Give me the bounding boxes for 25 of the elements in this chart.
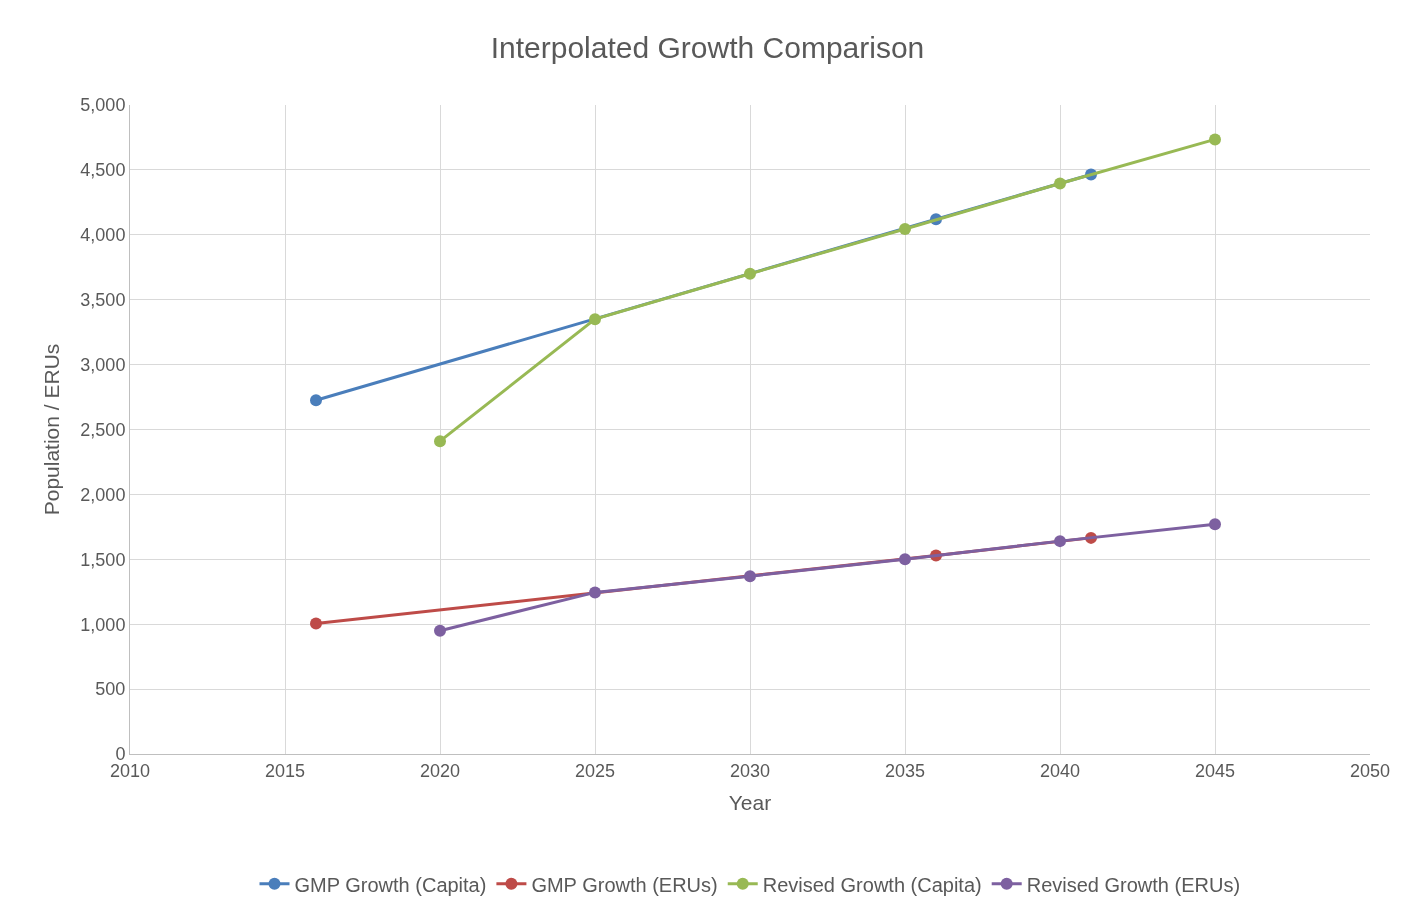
x-axis-title: Year (728, 790, 772, 814)
x-tick-label: 2015 (264, 760, 306, 781)
x-tick-label: 2040 (1039, 760, 1081, 781)
chart-title: Interpolated Growth Comparison (490, 30, 925, 64)
y-tick-label: 1,000 (80, 614, 126, 635)
x-tick-label: 2025 (574, 760, 616, 781)
y-tick-label: 2,000 (80, 484, 126, 505)
x-tick-label: 2020 (419, 760, 461, 781)
x-tick-label: 2030 (729, 760, 771, 781)
y-tick-label: 4,000 (80, 225, 126, 246)
x-tick-label: 2045 (1194, 760, 1236, 781)
y-tick-label: 2,500 (80, 419, 126, 440)
y-tick-label: 3,000 (80, 354, 126, 375)
y-tick-label: 5,000 (80, 95, 126, 116)
y-axis-title: Population / ERUs (39, 343, 63, 516)
y-tick-label: 4,500 (80, 160, 126, 181)
x-tick-label: 2050 (1349, 760, 1391, 781)
legend-label: GMP Growth (ERUs) (531, 873, 718, 896)
legend-label: Revised Growth (Capita) (762, 873, 982, 896)
legend-label: GMP Growth (Capita) (294, 873, 487, 896)
y-tick-label: 1,500 (80, 549, 126, 570)
legend-label: Revised Growth (ERUs) (1026, 873, 1241, 896)
x-tick-label: 2035 (884, 760, 926, 781)
y-tick-label: 500 (95, 679, 126, 700)
y-tick-label: 3,500 (80, 290, 126, 310)
